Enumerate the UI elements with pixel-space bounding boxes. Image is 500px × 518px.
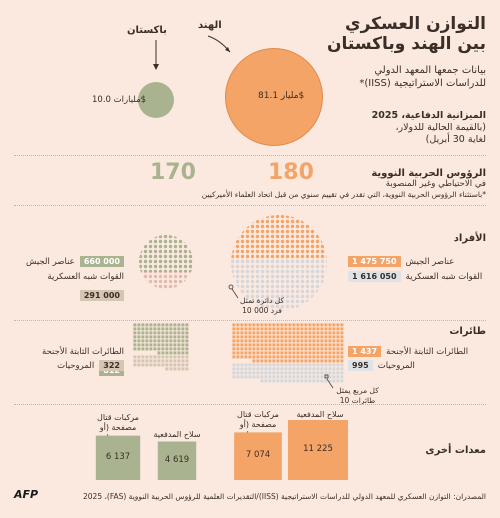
personnel-legend: كل دائرة تمثل 10 000 فرد bbox=[232, 296, 292, 316]
nuclear-sub: في الاحتياطي وغير المنصوبة bbox=[385, 179, 486, 189]
label-arrows bbox=[153, 35, 231, 70]
pakistan-paramilitary-value: 291 000 bbox=[79, 290, 124, 301]
india-army-row: 1 475 750 عناصر الجيش bbox=[348, 249, 454, 268]
india-armored-label-1: مركبات قتال bbox=[237, 410, 279, 419]
india-army-label: عناصر الجيش bbox=[405, 257, 455, 267]
personnel-legend-2: 10 000 فرد bbox=[242, 306, 282, 315]
pakistan-fixed-label: الطائرات الثابتة الأجنحة bbox=[41, 347, 124, 357]
pakistan-army-row: عناصر الجيش 660 000 bbox=[14, 249, 124, 268]
india-fixed-row: 1 437 الطائرات الثابتة الأجنحة bbox=[348, 339, 468, 358]
india-heli-label: المروحيات bbox=[377, 361, 415, 371]
aircraft-legend-pointer bbox=[324, 374, 334, 389]
budget-note-1: (بالقيمة الحالية للدولار، bbox=[395, 122, 486, 133]
footer-sources: المصدران: التوازن العسكري للمعهد الدولي … bbox=[83, 492, 486, 501]
pakistan-nuclear: 170 bbox=[150, 160, 196, 185]
pakistan-budget-value: 10.0 مليارات$ bbox=[92, 95, 147, 105]
aircraft-legend-1: كل مربع يمثل bbox=[336, 386, 379, 395]
divider bbox=[14, 155, 486, 156]
india-heli-value: 995 bbox=[348, 360, 373, 371]
pakistan-artillery-square bbox=[157, 441, 197, 480]
pakistan-heli-row: المروحيات 322 bbox=[14, 353, 124, 372]
personnel-legend-1: كل دائرة تمثل bbox=[240, 296, 284, 305]
india-label: الهند bbox=[198, 20, 222, 31]
pakistan-armored-label-1: مركبات قتال bbox=[97, 413, 139, 422]
india-budget-circle bbox=[225, 48, 323, 146]
pakistan-artillery-label: سلاح المدفعية bbox=[153, 430, 201, 439]
source-note: بيانات جمعها المعهد الدولي للدراسات الاس… bbox=[336, 64, 486, 90]
india-artillery-square bbox=[288, 420, 348, 480]
budget-note-2: لغاية 30 أبريل) bbox=[425, 134, 486, 145]
budget-label: الميزانية الدفاعية، 2025 bbox=[371, 110, 486, 121]
india-fixed-value: 1 437 bbox=[348, 346, 382, 357]
pakistan-paramilitary-row: القوات شبه العسكرية 291 000 bbox=[14, 264, 124, 302]
india-heli-row: 995 المروحيات bbox=[348, 353, 415, 372]
pakistan-aircraft-grid bbox=[133, 323, 189, 371]
pakistan-army-label: عناصر الجيش bbox=[26, 257, 75, 267]
pakistan-artillery-value: 4 619 bbox=[164, 454, 190, 465]
india-paramilitary-label: القوات شبه العسكرية bbox=[405, 272, 483, 282]
nuclear-label-block: الرؤوس الحربية النووية في الاحتياطي وغير… bbox=[336, 168, 486, 190]
pakistan-paramilitary-label: القوات شبه العسكرية bbox=[47, 272, 124, 282]
india-nuclear: 180 bbox=[268, 160, 314, 185]
india-armored-square bbox=[234, 432, 282, 480]
pakistan-army-value: 660 000 bbox=[79, 256, 124, 267]
divider bbox=[14, 205, 486, 206]
nuclear-label: الرؤوس الحربية النووية bbox=[371, 168, 486, 179]
aircraft-label: طائرات bbox=[449, 326, 486, 337]
india-paramilitary-row: 1 616 050 القوات شبه العسكرية bbox=[348, 264, 482, 283]
india-personnel-circle bbox=[231, 215, 327, 311]
india-armored-value: 7 074 bbox=[245, 450, 271, 461]
india-army-value: 1 475 750 bbox=[348, 256, 401, 267]
divider bbox=[14, 320, 486, 321]
page-title: التوازن العسكري بين الهند وباكستان bbox=[286, 14, 486, 54]
india-aircraft-grid bbox=[232, 323, 344, 383]
aircraft-legend: كل مربع يمثل 10 طائرات bbox=[330, 386, 385, 406]
india-budget-value: 81.1 مليار$ bbox=[258, 91, 305, 101]
india-artillery-label: سلاح المدفعية bbox=[296, 410, 344, 419]
pakistan-label: باكستان bbox=[127, 25, 167, 36]
equipment-label: معدات أخرى bbox=[425, 445, 486, 456]
india-fixed-label: الطائرات الثابتة الأجنحة bbox=[386, 347, 469, 357]
pakistan-personnel-circle bbox=[139, 235, 193, 289]
india-artillery-value: 11 225 bbox=[303, 444, 333, 454]
source-line-1: بيانات جمعها المعهد الدولي bbox=[374, 65, 486, 76]
personnel-legend-pointer bbox=[228, 284, 239, 299]
pakistan-heli-label: المروحيات bbox=[57, 361, 95, 371]
afp-logo: AFP bbox=[14, 488, 39, 501]
nuclear-note: *باستثناء الرؤوس الحربية النووية، التي ت… bbox=[201, 190, 486, 199]
source-line-2: للدراسات الاستراتيجية (IISS)* bbox=[359, 78, 486, 89]
india-paramilitary-value: 1 616 050 bbox=[348, 271, 401, 282]
title-line-1: التوازن العسكري bbox=[345, 14, 486, 34]
pakistan-budget-circle bbox=[138, 82, 174, 118]
budget-label-block: الميزانية الدفاعية، 2025 (بالقيمة الحالي… bbox=[336, 110, 486, 146]
pakistan-heli-value: 322 bbox=[99, 360, 124, 371]
divider bbox=[14, 404, 486, 405]
title-line-2: بين الهند وباكستان bbox=[326, 34, 486, 54]
personnel-label: الأفراد bbox=[453, 233, 486, 244]
aircraft-legend-2: 10 طائرات bbox=[339, 396, 376, 405]
pakistan-armored-value: 6 137 bbox=[105, 451, 131, 462]
pakistan-armored-square bbox=[95, 435, 141, 480]
